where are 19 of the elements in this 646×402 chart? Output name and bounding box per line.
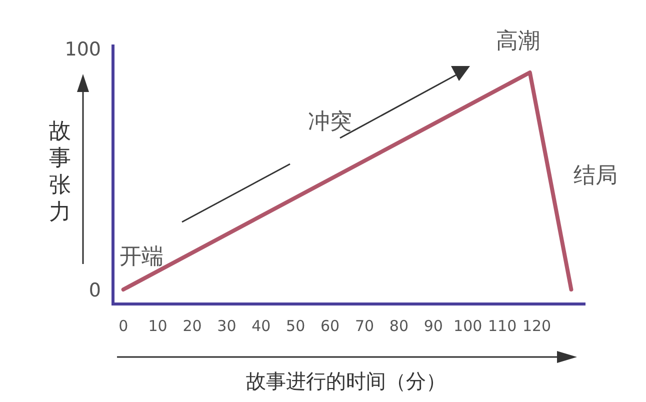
x-tick-label: 100 bbox=[454, 316, 482, 335]
annotation: 开端 bbox=[119, 244, 164, 270]
x-tick-label: 70 bbox=[354, 316, 374, 335]
x-tick-label: 60 bbox=[320, 316, 340, 335]
annotation: 高潮 bbox=[496, 29, 540, 54]
x-tick-label: 80 bbox=[389, 316, 409, 335]
y-axis-title: 故事张力 bbox=[48, 118, 72, 226]
x-tick-label: 40 bbox=[252, 316, 271, 335]
x-tick-label: 20 bbox=[182, 316, 202, 335]
x-tick-label: 110 bbox=[488, 316, 517, 335]
x-tick-label: 10 bbox=[148, 316, 168, 335]
x-tick-label: 50 bbox=[286, 316, 306, 335]
x-tick-label: 30 bbox=[217, 316, 236, 335]
annotation: 结局 bbox=[574, 164, 618, 189]
annotation: 冲突 bbox=[308, 109, 352, 134]
x-tick-label: 90 bbox=[424, 316, 443, 335]
x-tick-label: 120 bbox=[522, 316, 552, 335]
x-axis-title: 故事进行的时间（分） bbox=[245, 368, 447, 395]
x-tick-label: 0 bbox=[118, 316, 128, 335]
